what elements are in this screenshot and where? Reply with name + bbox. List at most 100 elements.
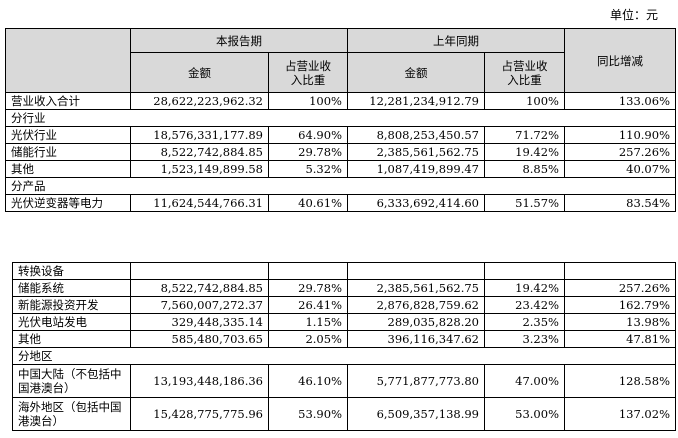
header-cell: 占营业收入比重 [484,52,565,93]
data-row: 光伏电站发电 329,448,335.14 1.15% 289,035,828.20 2… [12,313,676,331]
value-cell: 83.54% [564,194,676,212]
value-cell: 19.42% [484,143,565,161]
value-cell: 396,116,347.62 [347,330,485,348]
value-cell: 1,087,419,899.47 [347,160,485,178]
value-cell: 3.23% [484,330,565,348]
header-cell: 同比增减 [564,28,676,93]
section-row: 转换设备 [12,262,676,280]
value-cell: 6,509,357,138.99 [347,397,485,431]
row-label: 储能系统 [12,279,131,297]
value-cell: 133.06% [564,92,676,110]
value-cell: 1,523,149,899.58 [130,160,269,178]
empty-cell [268,262,348,280]
value-cell: 128.58% [564,364,676,398]
section-row: 分产品 [5,177,676,195]
value-cell: 6,333,692,414.60 [347,194,485,212]
header-row: 本报告期 上年同期 同比增减 [5,28,676,93]
data-row: 海外地区（包括中国港澳台） 15,428,775,775.96 53.90% 6,50… [12,397,676,431]
row-label: 储能行业 [5,143,131,161]
header-cell: 金额 [130,52,269,93]
value-cell: 110.90% [564,126,676,144]
value-cell: 289,035,828.20 [347,313,485,331]
row-label: 营业收入合计 [5,92,131,110]
value-cell: 40.07% [564,160,676,178]
value-cell: 1.15% [268,313,348,331]
value-cell: 137.02% [564,397,676,431]
data-row: 中国大陆（不包括中国港澳台） 13,193,448,186.36 46.10% 5,7… [12,364,676,398]
empty-cell [484,262,565,280]
value-cell: 7,560,007,272.37 [130,296,269,314]
value-cell: 12,281,234,912.79 [347,92,485,110]
revenue-table: 本报告期 上年同期 同比增减 金额 占营业收入比重 金额 占营业收入比重 营业收… [5,28,676,212]
row-label: 其他 [12,330,131,348]
row-label: 光伏行业 [5,126,131,144]
header-cell: 占营业收入比重 [268,52,348,93]
data-row: 营业收入合计 28,622,223,962.32 100% 12,281,234,91… [5,92,676,110]
value-cell: 46.10% [268,364,348,398]
row-label: 其他 [5,160,131,178]
value-cell: 8,808,253,450.57 [347,126,485,144]
section-row: 分地区 [12,347,676,365]
value-cell: 47.00% [484,364,565,398]
value-cell: 2.35% [484,313,565,331]
value-cell: 47.81% [564,330,676,348]
value-cell: 257.26% [564,279,676,297]
section-label: 分地区 [12,347,676,365]
header-cell: 本报告期 [130,28,348,53]
row-label: 海外地区（包括中国港澳台） [12,397,131,431]
value-cell: 13.98% [564,313,676,331]
data-row: 其他 1,523,149,899.58 5.32% 1,087,419,899.47 8… [5,160,676,178]
empty-cell [130,262,269,280]
data-row: 储能行业 8,522,742,884.85 29.78% 2,385,561,562.… [5,143,676,161]
row-label: 新能源投资开发 [12,296,131,314]
value-cell: 29.78% [268,143,348,161]
value-cell: 64.90% [268,126,348,144]
value-cell: 29.78% [268,279,348,297]
data-row: 新能源投资开发 7,560,007,272.37 26.41% 2,876,828,7… [12,296,676,314]
value-cell: 8,522,742,884.85 [130,143,269,161]
revenue-table-continued: 转换设备 储能系统 8,522,742,884.85 29.78% 2,385,561,… [12,262,676,431]
data-row: 光伏逆变器等电力 11,624,544,766.31 40.61% 6,333,692… [5,194,676,212]
header-cell [5,28,131,93]
row-label: 中国大陆（不包括中国港澳台） [12,364,131,398]
value-cell: 40.61% [268,194,348,212]
row-label: 光伏逆变器等电力 [5,194,131,212]
value-cell: 19.42% [484,279,565,297]
value-cell: 71.72% [484,126,565,144]
value-cell: 2,385,561,562.75 [347,143,485,161]
value-cell: 5,771,877,773.80 [347,364,485,398]
value-cell: 2,876,828,759.62 [347,296,485,314]
empty-cell [564,262,676,280]
header-cell: 金额 [347,52,485,93]
value-cell: 23.42% [484,296,565,314]
data-row: 其他 585,480,703.65 2.05% 396,116,347.62 3.23%… [12,330,676,348]
value-cell: 329,448,335.14 [130,313,269,331]
value-cell: 2.05% [268,330,348,348]
section-row: 分行业 [5,109,676,127]
value-cell: 15,428,775,775.96 [130,397,269,431]
data-row: 储能系统 8,522,742,884.85 29.78% 2,385,561,562.… [12,279,676,297]
section-label: 转换设备 [12,262,131,280]
row-label: 光伏电站发电 [12,313,131,331]
value-cell: 26.41% [268,296,348,314]
section-label: 分行业 [5,109,676,127]
value-cell: 5.32% [268,160,348,178]
value-cell: 8.85% [484,160,565,178]
value-cell: 11,624,544,766.31 [130,194,269,212]
value-cell: 162.79% [564,296,676,314]
value-cell: 53.00% [484,397,565,431]
header-row: 金额 占营业收入比重 金额 占营业收入比重 [6,52,676,93]
value-cell: 51.57% [484,194,565,212]
value-cell: 8,522,742,884.85 [130,279,269,297]
value-cell: 53.90% [268,397,348,431]
value-cell: 100% [484,92,565,110]
value-cell: 28,622,223,962.32 [130,92,269,110]
value-cell: 585,480,703.65 [130,330,269,348]
value-cell: 100% [268,92,348,110]
data-row: 光伏行业 18,576,331,177.89 64.90% 8,808,253,450… [5,126,676,144]
value-cell: 18,576,331,177.89 [130,126,269,144]
unit-label: 单位：元 [609,8,658,22]
empty-cell [347,262,485,280]
value-cell: 257.26% [564,143,676,161]
